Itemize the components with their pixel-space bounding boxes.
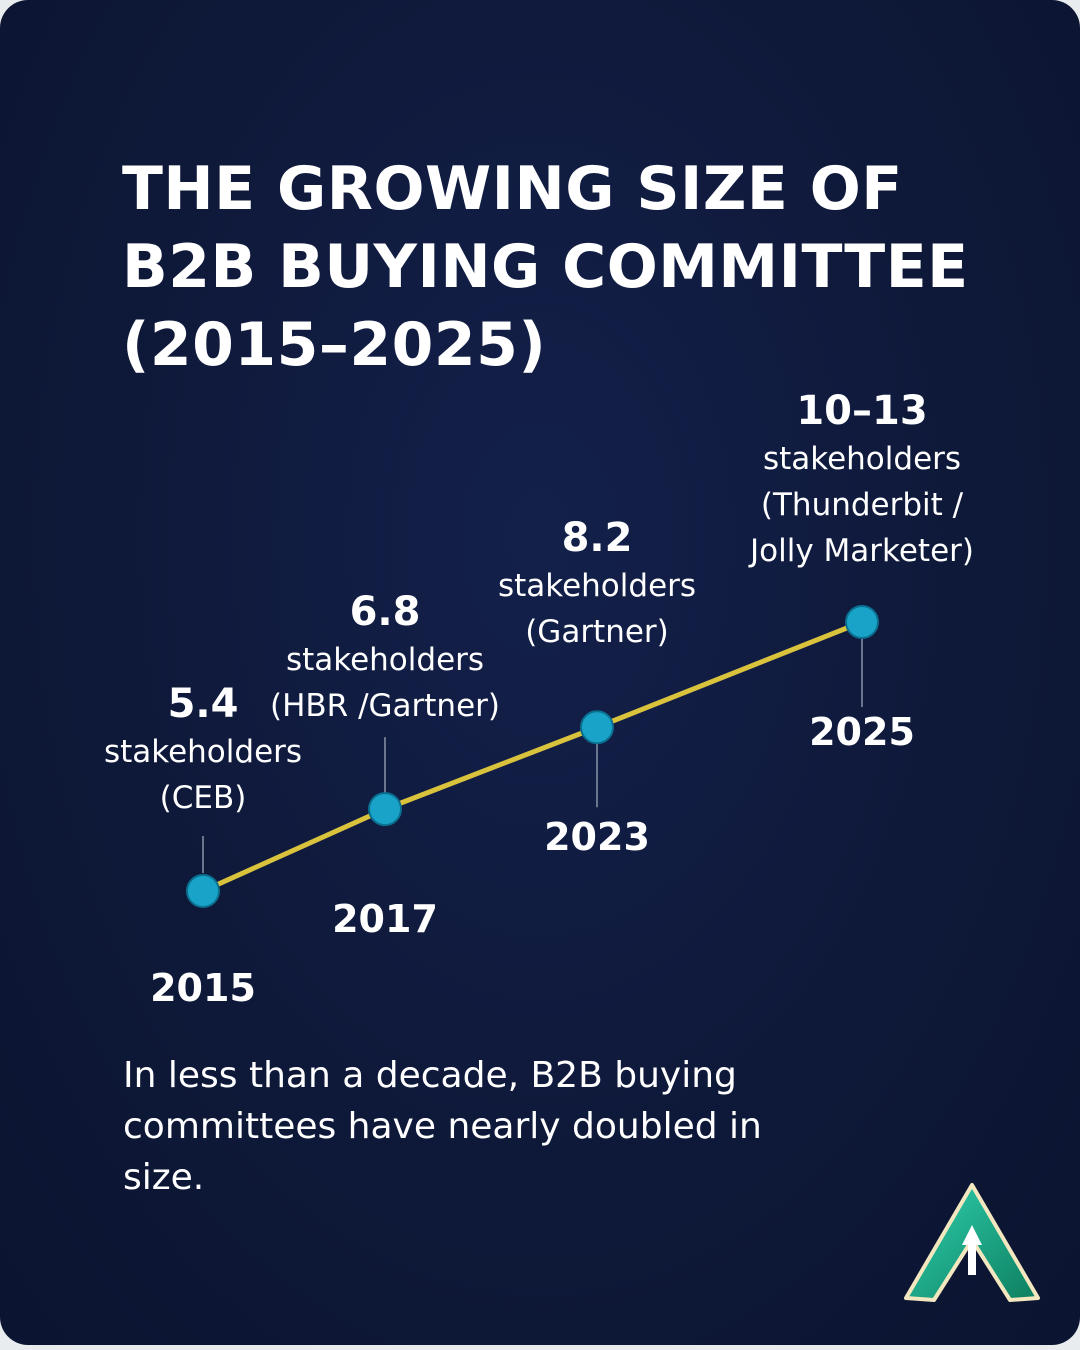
unit-label: stakeholders — [497, 568, 697, 605]
source-label: (Gartner) — [525, 614, 669, 651]
data-point — [186, 874, 220, 908]
chart-title: THE GROWING SIZE OF B2B BUYING COMMITTEE… — [122, 154, 969, 380]
x-tick-label: 2025 — [809, 710, 915, 754]
data-label: 8.2 stakeholders (Gartner) — [447, 513, 747, 655]
value-label: 5.4 — [167, 681, 239, 727]
unit-label: stakeholders — [285, 642, 485, 679]
unit-label: stakeholders — [762, 441, 962, 477]
source-label: (HBR /Gartner) — [270, 688, 500, 725]
logo — [904, 1183, 1040, 1302]
caption: In less than a decade, B2B buying commit… — [123, 1055, 762, 1198]
data-label: 6.8 stakeholders (HBR /Gartner) — [235, 587, 535, 729]
data-point — [580, 710, 614, 745]
source-label: (CEB) — [159, 780, 247, 816]
x-tick-label: 2015 — [150, 966, 256, 1010]
x-tick-label: 2017 — [332, 897, 438, 942]
source-label: (Thunderbit / Jolly Marketer) — [749, 487, 974, 569]
x-tick-label: 2023 — [544, 815, 650, 860]
data-point — [368, 792, 402, 827]
value-label: 6.8 — [349, 589, 421, 636]
value-label: 10–13 — [796, 388, 928, 434]
line — [201, 619, 863, 894]
data-point — [845, 605, 879, 639]
data-label: 5.4 stakeholders (CEB) — [53, 679, 353, 821]
data-label: 10–13 stakeholders (Thunderbit / Jolly Mar… — [732, 386, 992, 574]
unit-label: stakeholders — [103, 734, 303, 770]
value-label: 8.2 — [561, 515, 633, 562]
